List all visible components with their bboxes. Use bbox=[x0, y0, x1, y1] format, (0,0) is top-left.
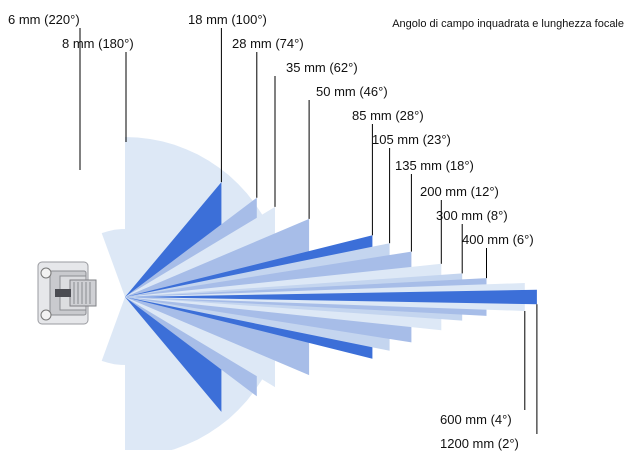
lens-label-28mm: 28 mm (74°) bbox=[232, 36, 304, 51]
lens-label-6mm: 6 mm (220°) bbox=[8, 12, 80, 27]
lens-label-400mm: 400 mm (6°) bbox=[462, 232, 534, 247]
lens-label-8mm: 8 mm (180°) bbox=[62, 36, 134, 51]
lens-label-35mm: 35 mm (62°) bbox=[286, 60, 358, 75]
diagram-title: Angolo di campo inquadrata e lunghezza f… bbox=[392, 18, 624, 30]
lens-label-300mm: 300 mm (8°) bbox=[436, 208, 508, 223]
lens-label-600mm: 600 mm (4°) bbox=[440, 412, 512, 427]
lens-label-1200mm: 1200 mm (2°) bbox=[440, 436, 519, 451]
lens-label-200mm: 200 mm (12°) bbox=[420, 184, 499, 199]
lens-label-50mm: 50 mm (46°) bbox=[316, 84, 388, 99]
camera-icon bbox=[37, 261, 97, 325]
lens-label-85mm: 85 mm (28°) bbox=[352, 108, 424, 123]
lens-label-135mm: 135 mm (18°) bbox=[395, 158, 474, 173]
lens-label-105mm: 105 mm (23°) bbox=[372, 132, 451, 147]
wedge-1200mm bbox=[125, 289, 537, 305]
lens-label-18mm: 18 mm (100°) bbox=[188, 12, 267, 27]
